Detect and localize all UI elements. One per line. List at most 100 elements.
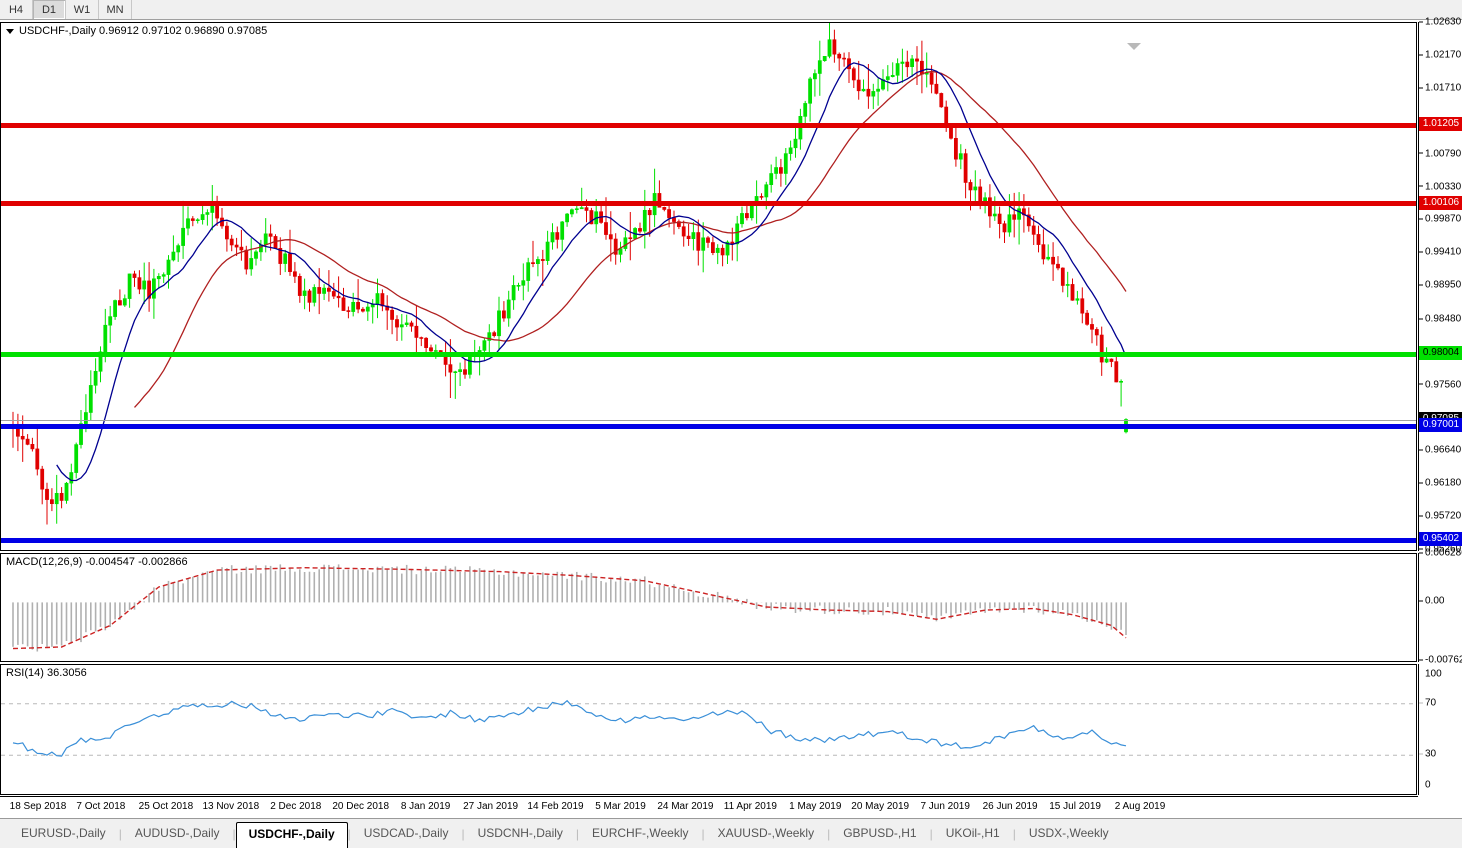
level-tag-0.95402[interactable]: 0.95402 xyxy=(1419,531,1462,546)
date-axis-label: 15 Jul 2019 xyxy=(1049,801,1101,812)
chart-tab-usdcnh-daily[interactable]: USDCNH-,Daily xyxy=(477,826,563,840)
rsi-tick-label: 70 xyxy=(1425,697,1437,709)
level-line-0.95402[interactable] xyxy=(1,537,1416,543)
chart-tab-xauusd-weekly[interactable]: XAUUSD-,Weekly xyxy=(717,826,815,840)
symbol-info-text: USDCHF-,Daily 0.96912 0.97102 0.96890 0.… xyxy=(19,25,268,37)
timeframe-button-mn[interactable]: MN xyxy=(99,0,132,19)
price-tick: 0.95720 xyxy=(1419,511,1461,522)
rsi-tick: 70 xyxy=(1419,697,1436,708)
macd-tick-label: -0.00762 xyxy=(1425,654,1462,666)
price-tick-label: 1.02630 xyxy=(1425,16,1462,28)
price-scale[interactable]: 1.02630 1.02170 1.01710 1.00790 1.00330 0.998… xyxy=(1418,17,1462,555)
date-axis[interactable]: 18 Sep 2018 7 Oct 2018 25 Oct 2018 13 Nov 2… xyxy=(0,796,1418,818)
tab-separator: | xyxy=(232,826,236,841)
price-chart-pane[interactable]: USDCHF-,Daily 0.96912 0.97102 0.96890 0.… xyxy=(0,22,1417,551)
chart-tab-usdcad-daily[interactable]: USDCAD-,Daily xyxy=(363,826,449,840)
level-tag-1.01205[interactable]: 1.01205 xyxy=(1419,116,1462,131)
macd-tick: 0.00 xyxy=(1419,596,1444,607)
price-tick-label: 0.99410 xyxy=(1425,246,1462,258)
rsi-tick-label: 100 xyxy=(1425,668,1442,680)
timeframe-toolbar: H4 D1 W1 MN xyxy=(0,0,1462,20)
level-line-1.01205[interactable] xyxy=(1,122,1416,128)
chart-tab-gbpusd-h1[interactable]: GBPUSD-,H1 xyxy=(843,826,917,840)
price-tick-label: 0.96180 xyxy=(1425,477,1462,489)
price-tick-label: 1.02170 xyxy=(1425,49,1462,61)
date-axis-label: 20 Dec 2018 xyxy=(332,801,390,812)
level-line-0.97001[interactable] xyxy=(1,423,1416,429)
macd-label: MACD(12,26,9) -0.004547 -0.002866 xyxy=(6,556,188,568)
price-tick-label: 1.00330 xyxy=(1425,181,1462,192)
rsi-tick: 100 xyxy=(1419,669,1442,680)
price-tick: 0.99410 xyxy=(1419,247,1461,258)
price-tick-label: 1.00790 xyxy=(1425,148,1462,160)
macd-tick-label: 0.006286 xyxy=(1425,547,1462,559)
date-axis-label: 2 Aug 2019 xyxy=(1114,801,1166,812)
timeframe-button-d1[interactable]: D1 xyxy=(33,0,66,19)
level-tag-0.98004[interactable]: 0.98004 xyxy=(1419,345,1462,360)
price-tick: 1.00330 xyxy=(1419,181,1461,192)
date-axis-label: 27 Jan 2019 xyxy=(463,801,519,812)
tab-separator: | xyxy=(1012,826,1016,841)
chart-tab-list: EURUSD-,Daily | AUDUSD-,Daily | USDCHF-,Dail… xyxy=(8,819,1122,848)
chart-shift-marker-icon[interactable] xyxy=(1127,43,1141,50)
tab-separator: | xyxy=(701,826,705,841)
tab-separator: | xyxy=(575,826,580,841)
date-axis-label: 20 May 2019 xyxy=(851,801,910,812)
price-tick: 1.00790 xyxy=(1419,148,1461,159)
price-tick-label: 0.95260 xyxy=(1425,543,1462,555)
rsi-label: RSI(14) 36.3056 xyxy=(6,667,87,679)
chart-tab-ukoil-h1[interactable]: UKOil-,H1 xyxy=(945,826,1000,840)
level-tag-0.97001[interactable]: 0.97001 xyxy=(1419,417,1462,432)
price-tick-label: 0.99870 xyxy=(1425,213,1462,225)
price-tick: 0.96640 xyxy=(1419,445,1461,456)
chart-tab-audusd-daily[interactable]: AUDUSD-,Daily xyxy=(134,826,220,840)
current-price-line xyxy=(1,419,1416,421)
rsi-tick-label: 0 xyxy=(1425,779,1431,791)
chart-tab-usdx-weekly[interactable]: USDX-,Weekly xyxy=(1028,826,1109,840)
date-axis-label: 2 Dec 2018 xyxy=(270,801,322,812)
collapse-triangle-icon[interactable] xyxy=(6,28,14,34)
rsi-scale: 100 70 30 0 xyxy=(1418,664,1462,795)
date-axis-label: 14 Feb 2019 xyxy=(527,801,584,812)
price-tick: 0.95260 xyxy=(1419,544,1461,555)
price-tick: 0.98950 xyxy=(1419,280,1461,291)
price-tick: 0.97560 xyxy=(1419,379,1461,390)
price-plot-area[interactable] xyxy=(1,23,1416,550)
chart-tab-eurusd-daily[interactable]: EURUSD-,Daily xyxy=(21,826,106,840)
macd-indicator-pane[interactable]: MACD(12,26,9) -0.004547 -0.002866 xyxy=(0,553,1417,662)
price-tick: 1.02630 xyxy=(1419,17,1461,28)
timeframe-button-h4[interactable]: H4 xyxy=(0,0,33,19)
price-tick-label: 0.95720 xyxy=(1425,510,1462,522)
macd-tick: 0.006286 xyxy=(1419,548,1462,559)
chart-tab-usdchf-daily[interactable]: USDCHF-,Daily xyxy=(235,821,348,848)
price-tick: 1.02170 xyxy=(1419,49,1461,60)
timeframe-button-label: MN xyxy=(106,3,124,16)
macd-plot-area xyxy=(1,554,1416,661)
date-axis-label: 24 Mar 2019 xyxy=(657,801,714,812)
timeframe-button-label: W1 xyxy=(73,3,91,16)
rsi-tick-label: 30 xyxy=(1425,748,1437,760)
tab-separator: | xyxy=(347,826,351,841)
timeframe-button-w1[interactable]: W1 xyxy=(66,0,99,19)
timeframe-button-label: D1 xyxy=(41,3,57,16)
rsi-indicator-pane[interactable]: RSI(14) 36.3056 xyxy=(0,664,1417,795)
price-tick: 0.98480 xyxy=(1419,313,1461,324)
tab-separator: | xyxy=(461,826,465,841)
symbol-info-label: USDCHF-,Daily 0.96912 0.97102 0.96890 0.… xyxy=(6,25,267,37)
date-axis-label: 1 May 2019 xyxy=(789,801,842,812)
tab-separator: | xyxy=(827,826,831,841)
timeframe-button-group: H4 D1 W1 MN xyxy=(0,0,132,19)
price-tick: 0.99870 xyxy=(1419,214,1461,225)
tab-separator: | xyxy=(118,826,122,841)
macd-scale: 0.006286 0.00 -0.00762 xyxy=(1418,548,1462,666)
chart-tab-eurchf-weekly[interactable]: EURCHF-,Weekly xyxy=(592,826,689,840)
price-tick-label: 0.98950 xyxy=(1425,279,1462,291)
level-tag-1.00106[interactable]: 1.00106 xyxy=(1419,195,1462,210)
level-line-1.00106[interactable] xyxy=(1,201,1416,207)
tab-separator: | xyxy=(929,826,933,841)
date-axis-label: 7 Jun 2019 xyxy=(920,801,970,812)
date-axis-label: 7 Oct 2018 xyxy=(76,801,126,812)
level-line-0.98004[interactable] xyxy=(1,351,1416,357)
date-axis-label: 13 Nov 2018 xyxy=(202,801,260,812)
